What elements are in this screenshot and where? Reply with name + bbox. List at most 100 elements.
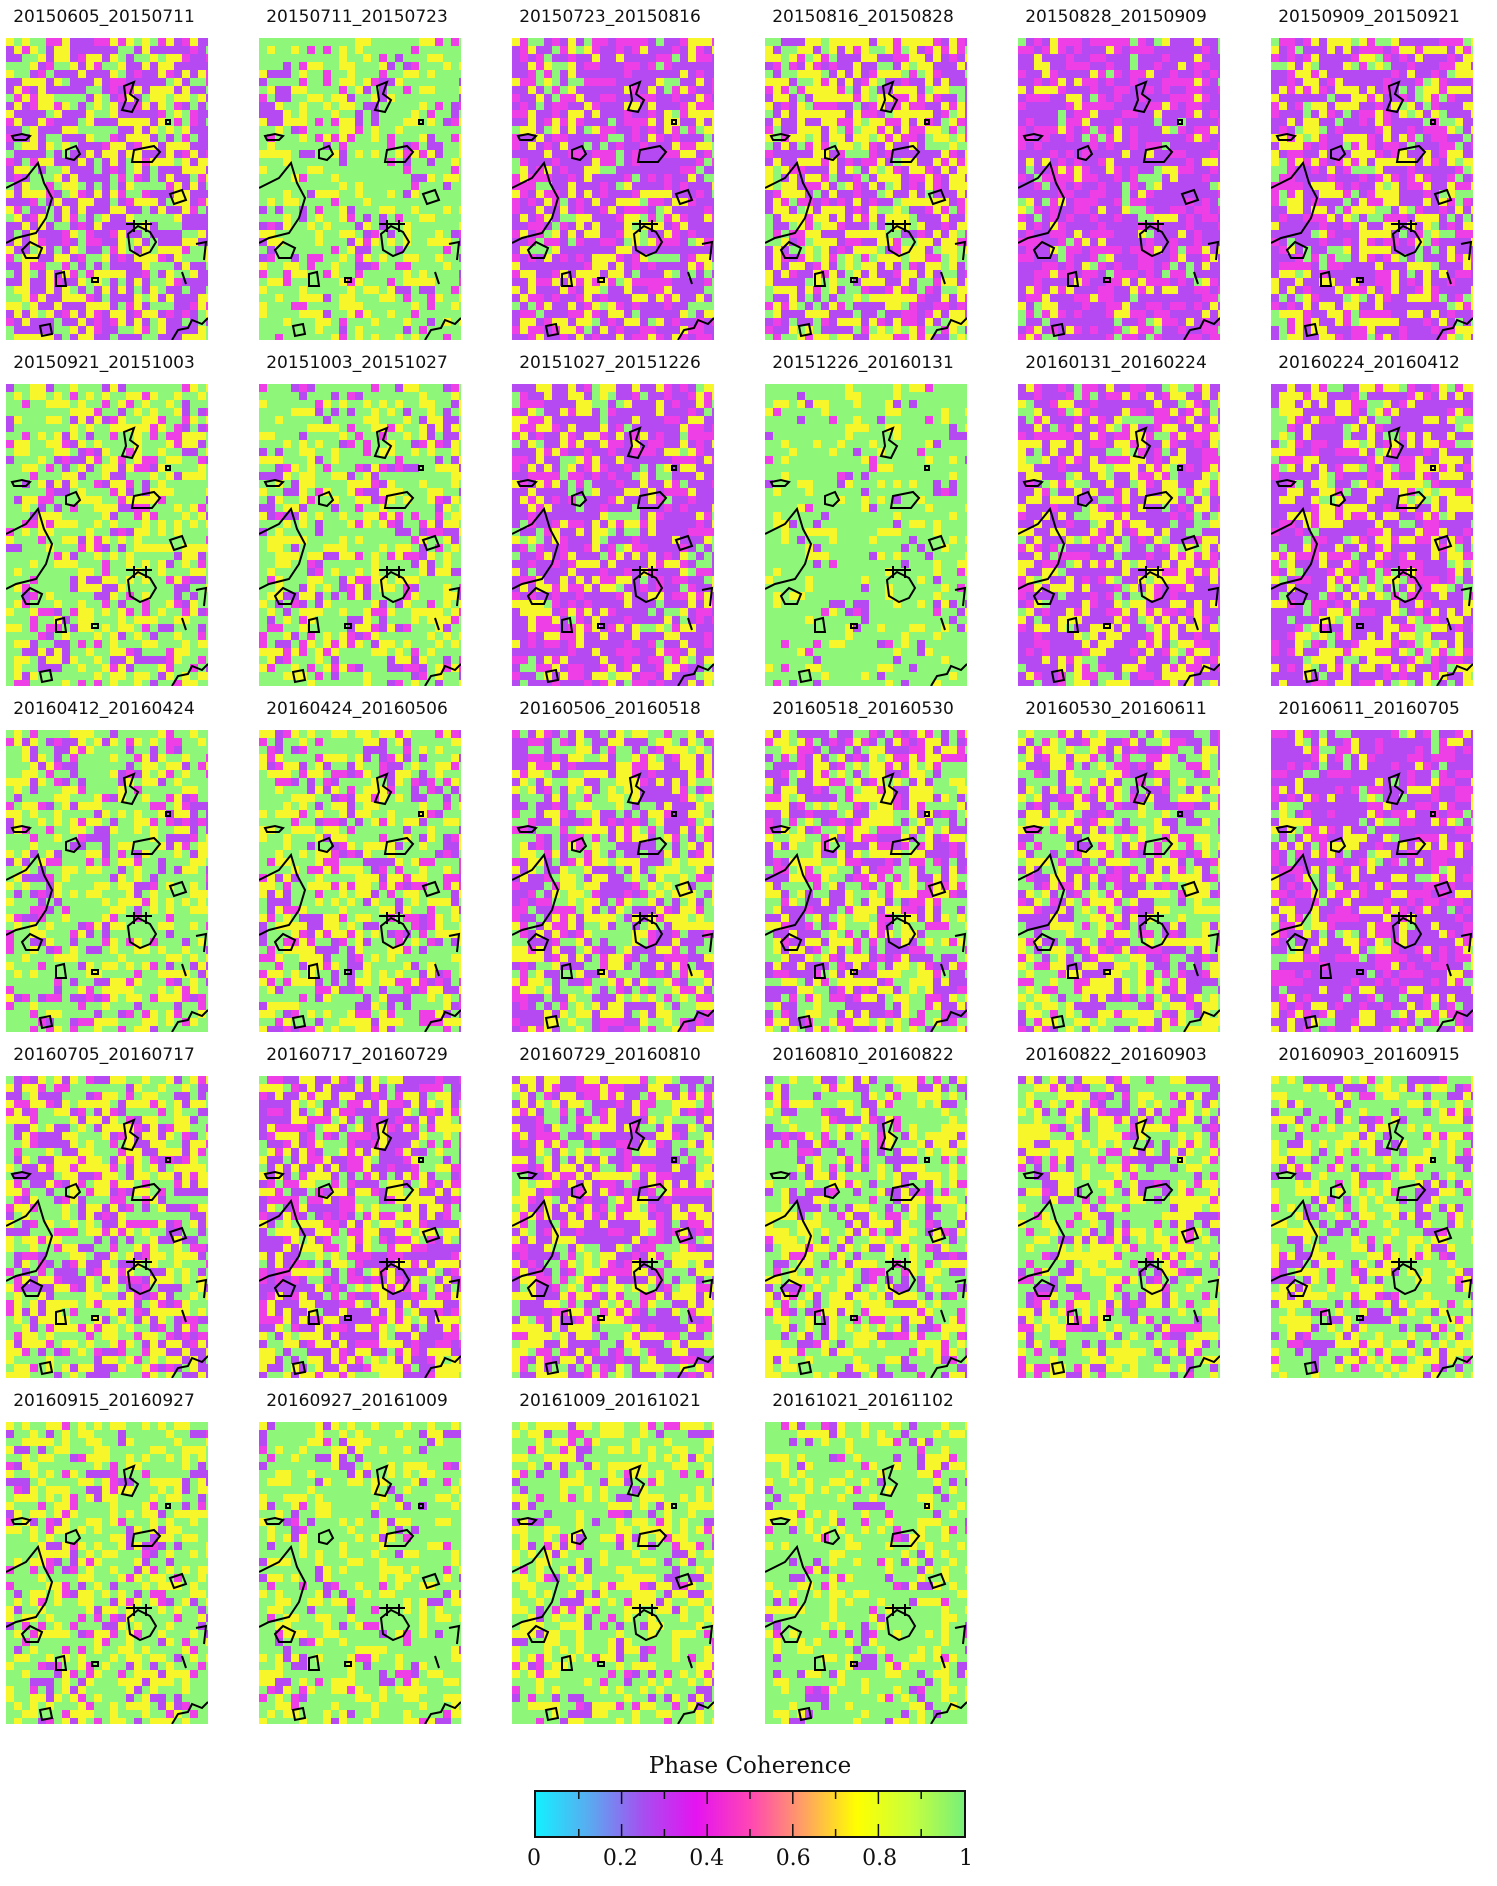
coherence-map (1271, 384, 1473, 686)
coherence-raster (512, 384, 714, 686)
coherence-map (6, 730, 208, 1032)
coherence-raster (6, 384, 208, 686)
coherence-raster (1018, 384, 1220, 686)
panel-date-label: 20151226_20160131 (759, 346, 967, 380)
colorbar-legend: Phase Coherence 0 0.2 0.4 0.6 0.8 1 (500, 1750, 1000, 1880)
coherence-map (259, 384, 461, 686)
panel-date-label: 20160810_20160822 (759, 1038, 967, 1072)
map-panel: 20160810_20160822 (759, 1038, 967, 1384)
coherence-map (1018, 1076, 1220, 1378)
coherence-raster (6, 38, 208, 340)
map-panel: 20161021_20161102 (759, 1384, 967, 1730)
coherence-map (765, 384, 967, 686)
map-panel: 20160927_20161009 (253, 1384, 461, 1730)
coherence-map (1271, 1076, 1473, 1378)
coherence-map (512, 730, 714, 1032)
map-panel: 20150909_20150921 (1265, 0, 1473, 346)
panel-date-label: 20160518_20160530 (759, 692, 967, 726)
boundary-outlines (512, 80, 714, 340)
boundary-outlines (6, 1118, 208, 1378)
map-panel: 20160530_20160611 (1012, 692, 1220, 1038)
map-panel: 20150723_20150816 (506, 0, 714, 346)
boundary-outlines (1018, 772, 1220, 1032)
coherence-map-grid: 20150605_20150711 20150711_20150723 201507… (0, 0, 1473, 1730)
coherence-map (1271, 38, 1473, 340)
coherence-raster (765, 1422, 967, 1724)
panel-date-label: 20161009_20161021 (506, 1384, 714, 1418)
panel-date-label: 20150909_20150921 (1265, 0, 1473, 34)
map-panel: 20150921_20151003 (0, 346, 208, 692)
coherence-map (259, 1422, 461, 1724)
coherence-raster (512, 1076, 714, 1378)
map-panel: 20160424_20160506 (253, 692, 461, 1038)
coherence-map (1018, 384, 1220, 686)
boundary-outlines (1018, 1118, 1220, 1378)
map-panel: 20150816_20150828 (759, 0, 967, 346)
panel-date-label: 20160705_20160717 (0, 1038, 208, 1072)
colorbar-tick-marks (578, 1792, 922, 1836)
coherence-map (6, 1076, 208, 1378)
panel-date-label: 20160131_20160224 (1012, 346, 1220, 380)
colorbar-tick-label: 0.4 (677, 1846, 737, 1871)
map-panel: 20160717_20160729 (253, 1038, 461, 1384)
coherence-raster (512, 38, 714, 340)
panel-date-label: 20150828_20150909 (1012, 0, 1220, 34)
coherence-raster (765, 38, 967, 340)
coherence-raster (6, 1422, 208, 1724)
coherence-raster (765, 1076, 967, 1378)
map-panel: 20160506_20160518 (506, 692, 714, 1038)
coherence-raster (1018, 1076, 1220, 1378)
coherence-map (259, 730, 461, 1032)
map-panel: 20160412_20160424 (0, 692, 208, 1038)
map-panel: 20161009_20161021 (506, 1384, 714, 1730)
boundary-outlines (259, 80, 461, 340)
boundary-outlines (259, 772, 461, 1032)
coherence-raster (1271, 384, 1473, 686)
coherence-raster (1271, 1076, 1473, 1378)
coherence-map (259, 1076, 461, 1378)
coherence-map (765, 1422, 967, 1724)
boundary-outlines (765, 772, 967, 1032)
panel-date-label: 20151027_20151226 (506, 346, 714, 380)
boundary-outlines (259, 426, 461, 686)
coherence-raster (1018, 730, 1220, 1032)
panel-date-label: 20160927_20161009 (253, 1384, 461, 1418)
panel-date-label: 20160224_20160412 (1265, 346, 1473, 380)
coherence-map (6, 1422, 208, 1724)
panel-date-label: 20160915_20160927 (0, 1384, 208, 1418)
boundary-outlines (512, 772, 714, 1032)
boundary-outlines (6, 772, 208, 1032)
map-panel: 20160903_20160915 (1265, 1038, 1473, 1384)
coherence-raster (1018, 38, 1220, 340)
map-panel: 20160518_20160530 (759, 692, 967, 1038)
legend-title: Phase Coherence (500, 1750, 1000, 1782)
colorbar-tick-label: 0.6 (763, 1846, 823, 1871)
boundary-outlines (1271, 80, 1473, 340)
coherence-map (512, 384, 714, 686)
coherence-map (765, 730, 967, 1032)
coherence-raster (259, 384, 461, 686)
panel-date-label: 20150816_20150828 (759, 0, 967, 34)
map-panel: 20160915_20160927 (0, 1384, 208, 1730)
coherence-raster (1271, 730, 1473, 1032)
panel-date-label: 20150723_20150816 (506, 0, 714, 34)
coherence-map (512, 1076, 714, 1378)
boundary-outlines (6, 426, 208, 686)
map-panel: 20160705_20160717 (0, 1038, 208, 1384)
panel-date-label: 20150921_20151003 (0, 346, 208, 380)
map-panel: 20160224_20160412 (1265, 346, 1473, 692)
map-panel: 20150711_20150723 (253, 0, 461, 346)
map-panel: 20151003_20151027 (253, 346, 461, 692)
coherence-raster (259, 730, 461, 1032)
panel-date-label: 20160611_20160705 (1265, 692, 1473, 726)
coherence-raster (6, 1076, 208, 1378)
boundary-outlines (6, 1464, 208, 1724)
boundary-outlines (765, 80, 967, 340)
map-panel: 20150828_20150909 (1012, 0, 1220, 346)
boundary-outlines (259, 1118, 461, 1378)
map-panel: 20160611_20160705 (1265, 692, 1473, 1038)
colorbar-tick-label: 0 (504, 1846, 564, 1871)
panel-date-label: 20161021_20161102 (759, 1384, 967, 1418)
map-panel: 20150605_20150711 (0, 0, 208, 346)
panel-date-label: 20160530_20160611 (1012, 692, 1220, 726)
